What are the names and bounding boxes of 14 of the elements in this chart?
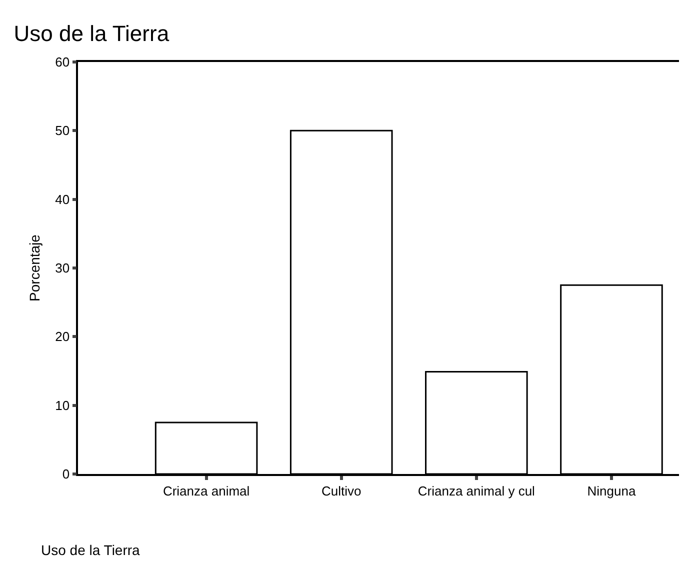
x-tick-label: Ninguna — [587, 483, 636, 498]
y-tick-label: 40 — [55, 192, 70, 207]
y-tick-label: 30 — [55, 260, 70, 276]
y-tick-label: 10 — [55, 398, 70, 413]
y-tick-label: 60 — [55, 54, 70, 70]
x-tick-label: Crianza animal y cul — [418, 483, 536, 498]
y-tick-label: 50 — [55, 123, 70, 138]
y-tick-label: 0 — [62, 466, 70, 482]
x-axis-title: Uso de la Tierra — [41, 542, 140, 558]
x-tick-label: Crianza animal — [162, 483, 250, 498]
x-tick-label: Cultivo — [321, 483, 362, 498]
chart-title: Uso de la Tierra — [14, 21, 170, 46]
y-axis-title: Porcentaje — [26, 234, 42, 302]
y-tick-label: 20 — [55, 329, 70, 344]
